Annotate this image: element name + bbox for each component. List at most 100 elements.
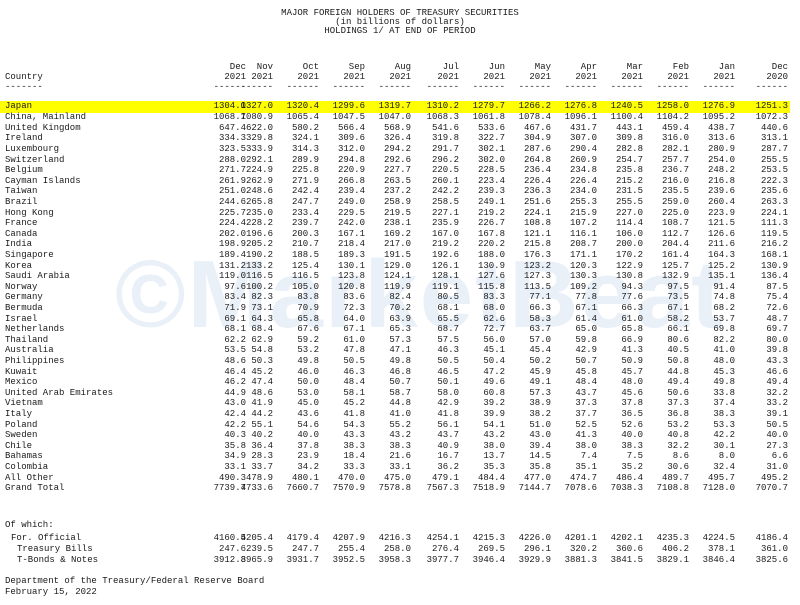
row-value: 568.9 xyxy=(383,122,411,133)
report-subtitle: (in billions of dollars) xyxy=(335,17,465,27)
row-value: 123.2 xyxy=(523,260,551,271)
row-country: Canada xyxy=(5,228,38,239)
table-row: Vietnam 43.0 41.9 45.0 45.2 44.8 42.9 39.2 38.9 3… xyxy=(0,398,800,409)
header-underline: ------ xyxy=(610,82,643,92)
row-value: 35.8 xyxy=(529,461,551,472)
row-value: 53.7 xyxy=(713,313,735,324)
row-value: 1327.0 xyxy=(240,101,273,111)
row-value: 223.4 xyxy=(477,175,505,186)
row-value: 48.6 xyxy=(224,355,246,366)
header-underline: ------ xyxy=(564,82,597,92)
row-value: 52.6 xyxy=(621,419,643,430)
table-row: Bahamas 34.9 28.3 23.9 18.4 21.6 16.7 13.7 14.5 7… xyxy=(0,451,800,462)
row-value: 109.2 xyxy=(569,281,597,292)
row-value: 566.4 xyxy=(337,122,365,133)
table-row: Ireland 334.3 329.8 324.1 309.6 326.4 319.8 322… xyxy=(0,133,800,144)
row-value: 68.0 xyxy=(483,302,505,313)
row-value: 3881.3 xyxy=(564,554,597,565)
row-value: 54.6 xyxy=(297,419,319,430)
row-value: 216.2 xyxy=(760,239,788,250)
row-value: 253.5 xyxy=(760,165,788,176)
row-country: Colombia xyxy=(5,461,49,472)
row-country: Brazil xyxy=(5,196,38,207)
row-value: 1320.4 xyxy=(286,101,319,111)
row-value: 68.4 xyxy=(251,324,273,335)
row-value: 237.2 xyxy=(383,186,411,197)
row-value: 50.6 xyxy=(667,387,689,398)
row-value: 56.1 xyxy=(437,419,459,430)
row-value: 239.5 xyxy=(245,543,273,554)
row-value: 54.8 xyxy=(251,345,273,356)
row-value: 294.8 xyxy=(337,154,365,165)
row-value: 8.6 xyxy=(672,451,689,462)
row-country: Singapore xyxy=(5,249,54,260)
row-value: 480.1 xyxy=(291,472,319,483)
row-value: 58.1 xyxy=(343,387,365,398)
row-value: 39.4 xyxy=(529,440,551,451)
row-value: 37.8 xyxy=(297,440,319,451)
report-title: MAJOR FOREIGN HOLDERS OF TREASURY SECURI… xyxy=(281,8,519,18)
row-value: 263.3 xyxy=(760,196,788,207)
row-value: 3965.9 xyxy=(240,554,273,565)
column-month: Oct xyxy=(302,62,319,72)
row-value: 44.8 xyxy=(667,366,689,377)
table-row: Colombia 33.1 33.7 34.2 33.3 33.1 36.2 35.3 35.8… xyxy=(0,462,800,473)
row-value: 61.0 xyxy=(343,334,365,345)
row-value: 68.2 xyxy=(713,302,735,313)
row-value: 322.7 xyxy=(477,133,505,144)
row-value: 290.4 xyxy=(569,143,597,154)
row-value: 288.0 xyxy=(218,154,246,165)
row-value: 211.6 xyxy=(707,239,735,250)
row-value: 48.6 xyxy=(251,387,273,398)
row-value: 271.9 xyxy=(291,175,319,186)
column-year: 2021 xyxy=(224,72,246,82)
row-country: Mexico xyxy=(5,377,38,388)
row-value: 176.3 xyxy=(523,249,551,260)
row-value: 27.3 xyxy=(766,440,788,451)
row-value: 236.4 xyxy=(523,165,551,176)
column-year: 2021 xyxy=(297,72,319,82)
row-value: 51.0 xyxy=(529,419,551,430)
row-value: 7733.6 xyxy=(240,483,273,494)
row-value: 50.9 xyxy=(621,355,643,366)
row-country: Philippines xyxy=(5,355,65,366)
row-value: 130.1 xyxy=(337,260,365,271)
row-value: 3958.3 xyxy=(378,554,411,565)
column-month: Jan xyxy=(718,62,735,72)
table-row: Korea 131.2 133.2 125.4 130.1 129.0 126.1 130.9… xyxy=(0,261,800,272)
row-value: 222.3 xyxy=(760,175,788,186)
row-value: 83.4 xyxy=(224,292,246,303)
row-value: 56.0 xyxy=(483,334,505,345)
row-value: 479.1 xyxy=(431,472,459,483)
row-value: 226.4 xyxy=(523,175,551,186)
row-value: 226.4 xyxy=(569,175,597,186)
row-value: 296.2 xyxy=(431,154,459,165)
row-value: 168.1 xyxy=(760,249,788,260)
row-value: 312.0 xyxy=(337,143,365,154)
row-country: T-Bonds & Notes xyxy=(17,554,99,565)
row-value: 57.0 xyxy=(529,334,551,345)
row-value: 41.0 xyxy=(389,408,411,419)
row-value: 247.7 xyxy=(291,543,319,554)
row-value: 7070.7 xyxy=(755,483,788,494)
table-row: China, Mainland 1068.7 1080.9 1065.4 1047.5 1… xyxy=(0,112,800,123)
row-value: 316.0 xyxy=(661,133,689,144)
row-value: 1310.2 xyxy=(426,101,459,111)
row-value: 123.8 xyxy=(337,271,365,282)
row-value: 46.5 xyxy=(437,366,459,377)
row-value: 309.8 xyxy=(615,133,643,144)
row-value: 489.7 xyxy=(661,472,689,483)
row-value: 127.3 xyxy=(523,271,551,282)
header-underline: ------- xyxy=(5,82,43,92)
row-value: 38.3 xyxy=(713,408,735,419)
row-country: Netherlands xyxy=(5,324,65,335)
row-value: 220.2 xyxy=(477,239,505,250)
row-value: 49.8 xyxy=(297,355,319,366)
row-value: 45.0 xyxy=(297,398,319,409)
row-value: 48.7 xyxy=(766,313,788,324)
row-value: 228.2 xyxy=(245,218,273,229)
row-value: 282.1 xyxy=(661,143,689,154)
row-value: 1240.5 xyxy=(610,101,643,111)
table-row: Singapore 189.4 190.2 188.5 189.3 191.5 192.6 1… xyxy=(0,250,800,261)
row-value: 41.3 xyxy=(621,345,643,356)
